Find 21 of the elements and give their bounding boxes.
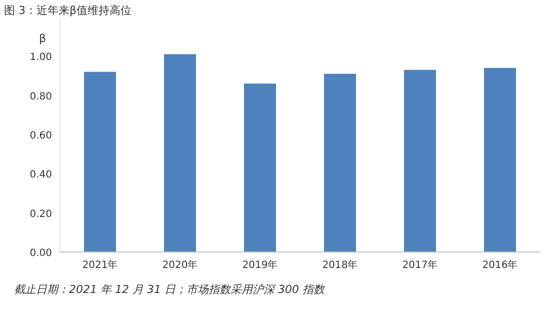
bar <box>324 74 356 252</box>
x-tick-label: 2020年 <box>162 259 198 271</box>
x-tick-label: 2019年 <box>242 259 278 271</box>
y-tick-label: 0.40 <box>30 170 52 181</box>
bar <box>84 72 116 252</box>
text: 截止日期：2021 年 12 月 31 日；市场指数采用沪深 300 指数 <box>14 283 326 296</box>
y-tick-label: 1.00 <box>30 52 52 64</box>
bar <box>244 84 276 252</box>
bar <box>484 68 516 252</box>
bar <box>164 54 196 252</box>
x-tick-label: 2016年 <box>482 259 518 271</box>
bar <box>404 70 436 252</box>
x-tick-label: 2021年 <box>82 259 118 271</box>
y-tick-label: 0.00 <box>30 248 52 259</box>
x-tick-label: 2017年 <box>402 259 438 271</box>
x-tick-label: 2018年 <box>322 259 358 271</box>
chart-title: 图 3：近年来β值维持高位 <box>4 4 132 17</box>
y-tick-label: 0.60 <box>30 130 52 142</box>
y-tick-label: 0.20 <box>30 208 52 220</box>
y-axis-title: β <box>38 32 46 45</box>
y-tick-label: 0.80 <box>30 91 52 102</box>
